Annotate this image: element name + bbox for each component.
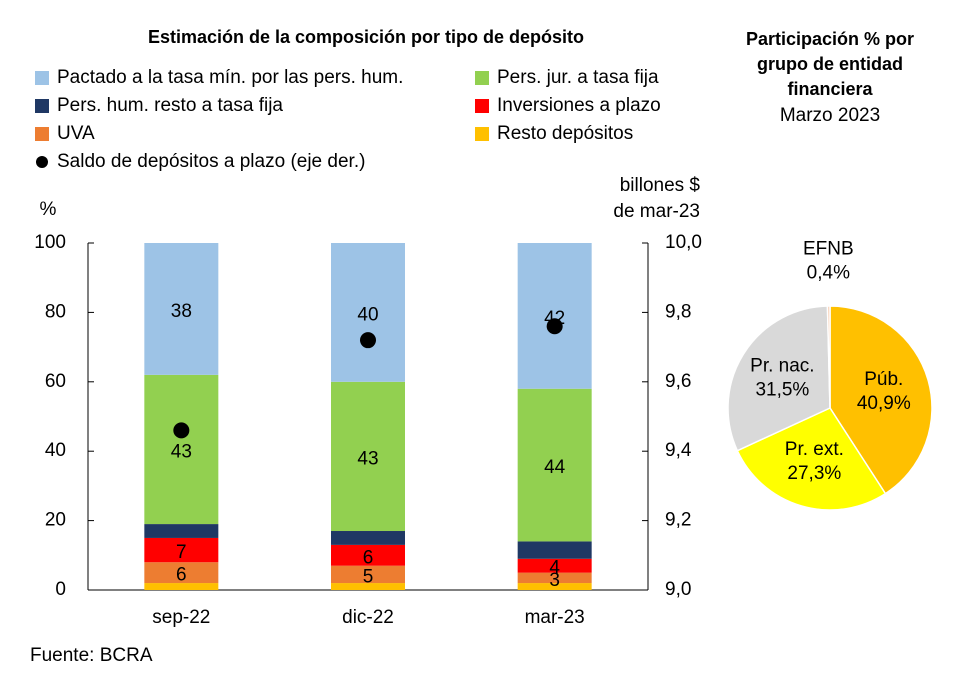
slice-label: EFNB (803, 238, 854, 259)
bar-segment (517, 243, 592, 389)
data-label: 44 (544, 457, 566, 478)
data-label: 38 (171, 301, 192, 322)
data-label: 6 (176, 565, 187, 586)
x-tick-label: mar-23 (525, 607, 585, 628)
bar-segment (331, 243, 405, 382)
y2-tick-label: 9,2 (665, 510, 691, 531)
legend-swatch (475, 99, 489, 113)
slice-value: 40,9% (857, 393, 911, 414)
bar-segment (144, 537, 219, 563)
y-tick-label: 100 (34, 232, 66, 253)
data-label: 6 (363, 547, 374, 568)
slice-value: 27,3% (787, 463, 841, 484)
slice-label: Púb. (864, 369, 903, 390)
data-label: 4 (549, 558, 560, 579)
legend-swatch (35, 99, 49, 113)
y2-tick-label: 10,0 (665, 232, 702, 253)
pie-title: financiera (787, 79, 873, 99)
legend-label: Pers. jur. a tasa fija (497, 67, 659, 88)
slice-value: 0,4% (807, 262, 850, 283)
bar-segment (331, 531, 405, 545)
y2-axis-label: billones $ (620, 175, 701, 196)
legend-label: Resto depósitos (497, 123, 633, 144)
y2-tick-label: 9,8 (665, 301, 691, 322)
bar-segment (331, 583, 405, 590)
bar-segment (517, 572, 592, 584)
legend-swatch (475, 71, 489, 85)
bar-segment (331, 565, 405, 584)
y2-tick-label: 9,0 (665, 579, 691, 600)
y2-tick-label: 9,4 (665, 440, 692, 461)
slice-label: Pr. nac. (750, 355, 814, 376)
pie-title: Participación % por (746, 29, 914, 49)
legend-marker (36, 156, 48, 168)
bar-segment (517, 583, 592, 590)
legend-label: Pactado a la tasa mín. por las pers. hum… (57, 67, 403, 88)
pie-slice (826, 305, 831, 409)
bar-segment (517, 541, 592, 559)
y-tick-label: 60 (45, 371, 66, 392)
y-tick-label: 20 (45, 510, 66, 531)
y-axis-label: % (40, 199, 57, 220)
y-tick-label: 0 (55, 579, 66, 600)
data-label: 5 (363, 566, 374, 587)
source: Fuente: BCRA (30, 645, 153, 666)
bar-segment (144, 562, 219, 584)
legend-label: Saldo de depósitos a plazo (eje der.) (57, 151, 365, 172)
pie-slice (727, 305, 831, 452)
y2-axis-label: de mar-23 (613, 201, 700, 222)
data-label: 7 (176, 542, 187, 563)
data-label: 3 (549, 570, 560, 591)
y2-tick-label: 9,6 (665, 371, 691, 392)
legend-label: Inversiones a plazo (497, 95, 661, 116)
dot (360, 332, 376, 349)
data-label: 43 (357, 448, 378, 469)
bar-segment (331, 544, 405, 566)
bar-segment (144, 583, 219, 590)
dot (173, 422, 190, 439)
legend-label: UVA (57, 123, 95, 144)
y-tick-label: 40 (45, 440, 66, 461)
dot (546, 318, 563, 335)
data-label: 40 (357, 304, 378, 325)
legend-swatch (475, 127, 489, 141)
bar-segment (517, 388, 592, 542)
bar-segment (331, 381, 405, 532)
pie-slice (736, 407, 887, 511)
bar-segment (144, 524, 219, 538)
pie-subtitle: Marzo 2023 (780, 105, 880, 126)
x-tick-label: dic-22 (342, 607, 394, 628)
chart-title: Estimación de la composición por tipo de… (148, 27, 584, 47)
bar-segment (144, 374, 219, 525)
y-tick-label: 80 (45, 301, 66, 322)
legend-swatch (35, 71, 49, 85)
data-label: 43 (171, 441, 192, 462)
bar-segment (144, 243, 219, 375)
bar-segment (517, 558, 592, 573)
legend-label: Pers. hum. resto a tasa fija (57, 95, 283, 116)
slice-value: 31,5% (755, 379, 809, 400)
x-tick-label: sep-22 (152, 607, 210, 628)
legend-swatch (35, 127, 49, 141)
pie-title: grupo de entidad (757, 54, 903, 74)
slice-label: Pr. ext. (785, 439, 844, 460)
